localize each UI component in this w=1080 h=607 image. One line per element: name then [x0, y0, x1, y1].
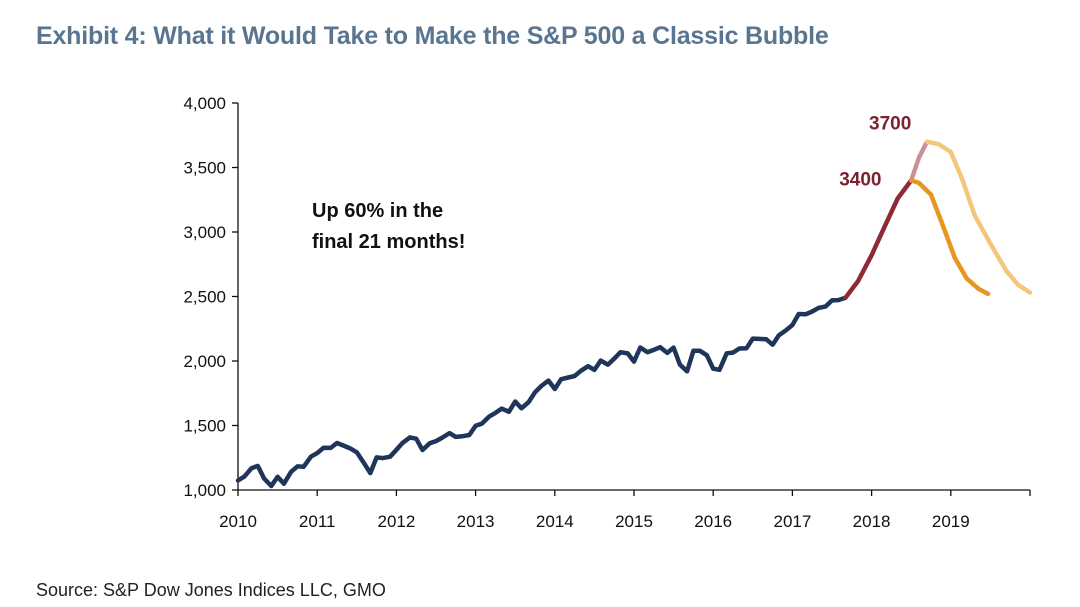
- y-tick-label: 3,500: [183, 159, 226, 178]
- page-title: Exhibit 4: What it Would Take to Make th…: [36, 22, 829, 50]
- series-line-crash: [908, 178, 991, 297]
- x-tick-label: 2011: [299, 512, 336, 531]
- series-line-actual: [235, 295, 848, 489]
- peak-label-3400: 3400: [839, 169, 881, 190]
- y-tick-label: 2,500: [183, 288, 226, 307]
- y-tick-label: 2,000: [183, 352, 226, 371]
- y-tick-label: 3,000: [183, 223, 226, 242]
- series-line-bubble-up-alt: [908, 139, 930, 183]
- x-tick-label: 2016: [694, 512, 732, 531]
- x-tick-label: 2019: [932, 512, 970, 531]
- x-tick-label: 2012: [377, 512, 415, 531]
- chart: 1,000 1,500 2,000 2,500 3,000 3,500 4,000 2010 2…: [183, 94, 1033, 531]
- y-tick-label: 1,500: [183, 417, 226, 436]
- x-tick-label: 2013: [457, 512, 495, 531]
- x-tick-label: 2018: [853, 512, 891, 531]
- y-tick-label: 1,000: [183, 481, 226, 500]
- series-line-crash-alt: [924, 139, 1033, 295]
- chart-annotations: 3700 3400: [839, 114, 911, 191]
- x-tick-label: 2015: [615, 512, 653, 531]
- chart-callout-line-1: Up 60% in the: [312, 200, 444, 222]
- series-line-bubble-up: [843, 178, 914, 300]
- chart-callout-line-2: final 21 months!: [312, 231, 466, 253]
- chart-series: [235, 139, 1033, 489]
- x-tick-label: 2017: [773, 512, 811, 531]
- chart-callout: Up 60% in the final 21 months!: [312, 196, 552, 258]
- x-tick-label: 2014: [536, 512, 574, 531]
- x-tick-label: 2010: [219, 512, 257, 531]
- y-tick-label: 4,000: [183, 94, 226, 113]
- peak-label-3700: 3700: [869, 114, 911, 135]
- chart-axes: 1,000 1,500 2,000 2,500 3,000 3,500 4,000 2010 2…: [183, 94, 1031, 531]
- source-note: Source: S&P Dow Jones Indices LLC, GMO: [36, 580, 386, 600]
